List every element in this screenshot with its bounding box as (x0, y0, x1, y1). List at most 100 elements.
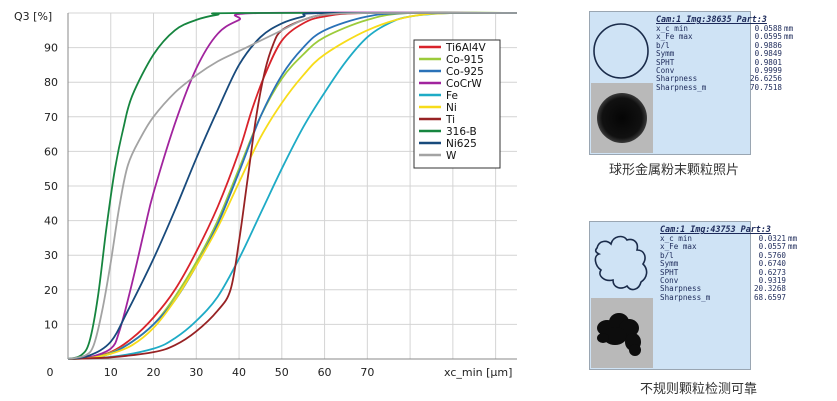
stat-value: 26.6256 (749, 74, 782, 84)
legend-entry: Co-915 (446, 54, 484, 66)
stat-unit (782, 50, 800, 58)
stat-row: x_Fe max 0.0595 mm (656, 32, 800, 42)
stat-unit (782, 67, 800, 75)
y-tick-label: 60 (44, 145, 58, 158)
spherical-outline-thumbnail (593, 23, 649, 79)
stat-row: Conv 0.9319 (660, 276, 804, 286)
legend-entry: Ni625 (446, 138, 477, 150)
stat-value: 0.6740 (758, 259, 786, 269)
psd-chart: 10 20 30 40 50 60 70 80 90 0 10 20 30 40 50 60 70 Q3 [%]… (14, 10, 518, 379)
caption-spherical: 球形金属粉末颗粒照片 (609, 163, 740, 178)
x-tick-label: 10 (104, 366, 118, 379)
stat-row: x_Fe max 0.0557 mm (660, 242, 804, 252)
stat-label: Conv (656, 66, 675, 76)
stat-row: Sharpness_m 70.7518 (656, 82, 800, 92)
y-tick-label: 70 (44, 111, 58, 124)
stat-value: 0.0321 (758, 234, 786, 243)
stat-row: Sharpness 26.6256 (656, 74, 800, 84)
stat-label: Sharpness_m (660, 292, 711, 302)
stat-label: Sharpness (660, 284, 702, 294)
stat-unit (782, 42, 800, 50)
y-tick-label: 20 (44, 284, 58, 297)
x-tick-label: 60 (318, 366, 332, 379)
y-tick-label: 90 (44, 42, 58, 55)
stat-label: x_Fe max (656, 32, 693, 42)
irregular-outline (594, 235, 648, 291)
stat-row: b/l 0.5760 (660, 250, 804, 260)
stat-label: SPHT (656, 57, 675, 67)
stat-unit: mm (788, 242, 798, 252)
y-tick-label: 40 (44, 215, 58, 228)
stat-unit (786, 269, 804, 277)
particle-panel-irregular: Cam:1 Img:43753 Part:3 x_c min 0.0321 mm x_… (589, 221, 797, 370)
stat-row: SPHT 0.9801 (656, 57, 800, 67)
irregular-particle-image (591, 298, 653, 368)
stat-unit (786, 260, 804, 268)
series-line-ni (67, 11, 518, 360)
spherical-particle-image (591, 83, 653, 153)
legend-box (413, 39, 501, 169)
stat-label: Conv (660, 276, 679, 286)
stat-value: 0.5760 (758, 250, 786, 260)
stat-row: b/l 0.9886 (656, 40, 800, 50)
x-tick-label: 20 (147, 366, 161, 379)
caption-irregular: 不规则颗粒检测可靠 (640, 382, 758, 397)
stat-label: x_c min (660, 234, 693, 243)
stat-row: x_c min 0.0321 mm (660, 234, 804, 243)
series-line-co-925 (67, 11, 518, 360)
stat-value: 70.7518 (749, 82, 782, 92)
y-tick-label: 80 (44, 76, 58, 89)
stat-unit (782, 59, 800, 67)
x-tick-label: 50 (275, 366, 289, 379)
stat-label: Sharpness (656, 74, 698, 84)
stat-value: 0.0557 (758, 242, 786, 252)
stat-unit (786, 277, 804, 285)
panel-header: Cam:1 Img:43753 Part:3 (660, 224, 771, 234)
stat-unit (782, 84, 800, 92)
legend-entry: Ti (445, 114, 455, 126)
x-tick-label: 30 (189, 366, 203, 379)
series-line-ti6al4v (67, 11, 518, 360)
chart-legend: Ti6Al4VCo-915Co-925CoCrWFeNiTi316-BNi625… (413, 39, 501, 169)
stat-value: 0.9801 (754, 57, 782, 67)
stat-value: 0.9886 (754, 40, 782, 50)
stat-unit: mm (784, 32, 794, 42)
stat-label: Sharpness_m (656, 82, 707, 92)
stat-unit: mm (788, 234, 798, 243)
spherical-outline (593, 23, 649, 79)
stat-label: Symm (660, 259, 679, 269)
particle-panel-spherical: Cam:1 Img:38635 Part:3 x_c min 0.0588 mm x_… (589, 11, 793, 155)
legend-entry: 316-B (446, 126, 477, 138)
y-tick-label: 30 (44, 249, 58, 262)
stat-row: Sharpness 20.3268 (660, 284, 804, 294)
stat-value: 20.3268 (753, 284, 786, 294)
legend-entry: W (446, 150, 457, 162)
stat-label: x_Fe max (660, 242, 697, 252)
irregular-particle-shape (597, 313, 641, 356)
x-tick-label: 0 (47, 366, 54, 379)
legend-entry: Ti6Al4V (445, 42, 486, 54)
series-line-ni625 (67, 11, 518, 360)
stat-row: Symm 0.9849 (656, 49, 800, 59)
stat-value: 0.0588 (754, 24, 782, 33)
x-tick-label: 40 (232, 366, 246, 379)
stat-row: Conv 0.9999 (656, 66, 800, 76)
stat-row: Sharpness_m 68.6597 (660, 292, 804, 302)
chart-series (67, 11, 518, 360)
stat-label: x_c min (656, 24, 689, 33)
stat-value: 0.6273 (758, 267, 786, 277)
spherical-particle-shape (597, 93, 647, 143)
stat-value: 68.6597 (753, 292, 786, 302)
legend-entry: Ni (446, 102, 457, 114)
y-axis-label: Q3 [%] (14, 10, 52, 23)
stat-label: Symm (656, 49, 675, 59)
panel-header: Cam:1 Img:38635 Part:3 (656, 14, 767, 24)
stat-unit (786, 294, 804, 302)
stat-row: x_c min 0.0588 mm (656, 24, 800, 33)
panel-stats: x_c min 0.0321 mm x_Fe max 0.0557 mm b/l 0.5760… (660, 234, 804, 302)
legend-entry: Fe (446, 90, 458, 102)
stat-row: Symm 0.6740 (660, 259, 804, 269)
series-line-w (67, 11, 518, 360)
stat-unit (786, 252, 804, 260)
axis-ticks: 10 20 30 40 50 60 70 80 90 0 10 20 30 40 50 60 70 (44, 42, 374, 379)
